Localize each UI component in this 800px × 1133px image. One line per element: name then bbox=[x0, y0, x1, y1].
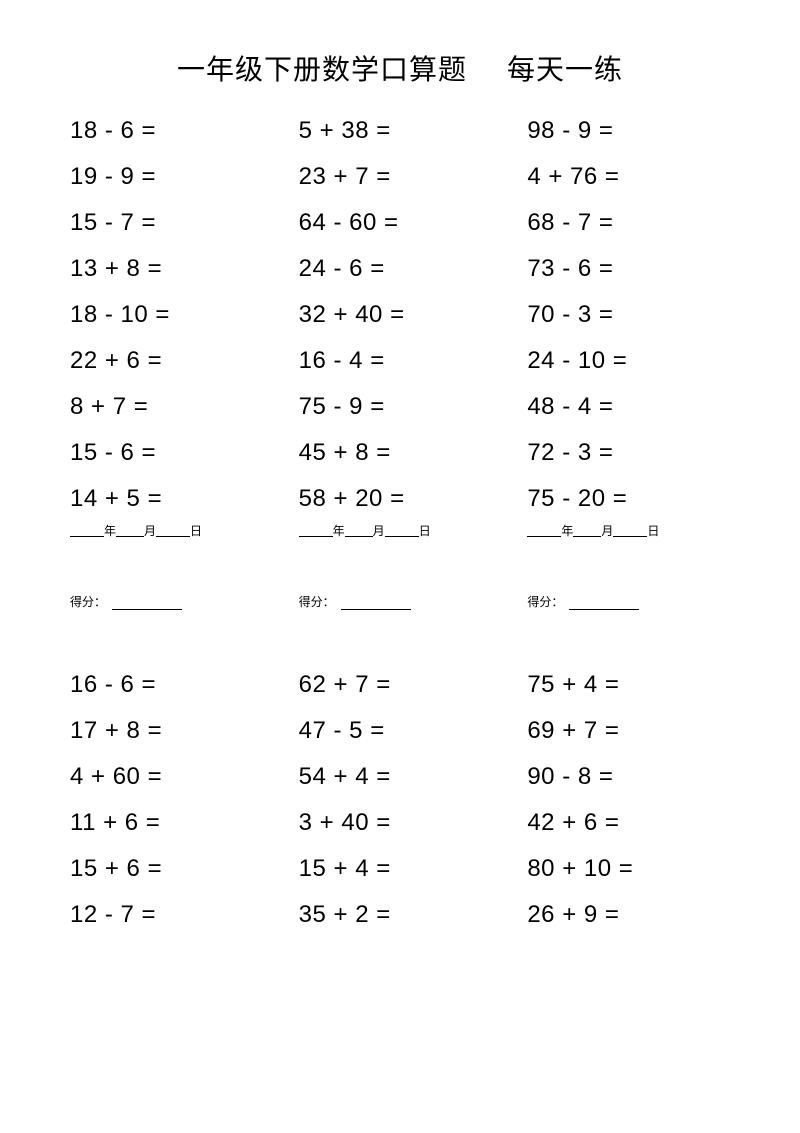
month-label: 月 bbox=[144, 525, 156, 537]
equation: 13 + 8 = bbox=[70, 246, 273, 292]
year-label: 年 bbox=[333, 525, 345, 537]
score-field: 得分： bbox=[70, 593, 273, 610]
equation: 24 - 10 = bbox=[527, 338, 730, 384]
year-blank[interactable] bbox=[299, 525, 333, 537]
equation: 15 - 6 = bbox=[70, 430, 273, 476]
score-row: 得分： 得分： 得分： bbox=[70, 593, 730, 610]
score-blank[interactable] bbox=[341, 598, 411, 610]
equation-block-1: 18 - 6 = 19 - 9 = 15 - 7 = 13 + 8 = 18 -… bbox=[70, 108, 730, 537]
title-row: 一年级下册数学口算题 每天一练 bbox=[70, 48, 730, 88]
month-label: 月 bbox=[373, 525, 385, 537]
year-label: 年 bbox=[104, 525, 116, 537]
year-blank[interactable] bbox=[527, 525, 561, 537]
equation: 14 + 5 = bbox=[70, 476, 273, 522]
date-fill-line: 年月日 bbox=[299, 522, 502, 537]
block1-col1: 18 - 6 = 19 - 9 = 15 - 7 = 13 + 8 = 18 -… bbox=[70, 108, 273, 537]
equation: 64 - 60 = bbox=[299, 200, 502, 246]
date-fill-line: 年月日 bbox=[70, 522, 273, 537]
day-label: 日 bbox=[190, 525, 202, 537]
equation: 45 + 8 = bbox=[299, 430, 502, 476]
day-label: 日 bbox=[419, 525, 431, 537]
block2-col1: 16 - 6 = 17 + 8 = 4 + 60 = 11 + 6 = 15 +… bbox=[70, 662, 273, 938]
equation: 48 - 4 = bbox=[527, 384, 730, 430]
day-label: 日 bbox=[647, 525, 659, 537]
equation: 4 + 76 = bbox=[527, 154, 730, 200]
score-label: 得分： bbox=[527, 593, 563, 610]
title-subtitle: 每天一练 bbox=[507, 48, 623, 88]
equation: 70 - 3 = bbox=[527, 292, 730, 338]
equation: 18 - 6 = bbox=[70, 108, 273, 154]
day-blank[interactable] bbox=[385, 525, 419, 537]
equation: 42 + 6 = bbox=[527, 800, 730, 846]
equation: 22 + 6 = bbox=[70, 338, 273, 384]
equation: 54 + 4 = bbox=[299, 754, 502, 800]
block2-col2: 62 + 7 = 47 - 5 = 54 + 4 = 3 + 40 = 15 +… bbox=[299, 662, 502, 938]
score-label: 得分： bbox=[70, 593, 106, 610]
equation: 3 + 40 = bbox=[299, 800, 502, 846]
year-label: 年 bbox=[561, 525, 573, 537]
equation: 4 + 60 = bbox=[70, 754, 273, 800]
year-blank[interactable] bbox=[70, 525, 104, 537]
equation: 12 - 7 = bbox=[70, 892, 273, 938]
equation: 69 + 7 = bbox=[527, 708, 730, 754]
equation: 8 + 7 = bbox=[70, 384, 273, 430]
title-main: 一年级下册数学口算题 bbox=[177, 48, 467, 88]
equation: 19 - 9 = bbox=[70, 154, 273, 200]
equation: 90 - 8 = bbox=[527, 754, 730, 800]
equation: 16 - 4 = bbox=[299, 338, 502, 384]
month-blank[interactable] bbox=[345, 525, 373, 537]
equation: 72 - 3 = bbox=[527, 430, 730, 476]
score-field: 得分： bbox=[299, 593, 502, 610]
equation: 47 - 5 = bbox=[299, 708, 502, 754]
equation: 15 + 4 = bbox=[299, 846, 502, 892]
equation: 35 + 2 = bbox=[299, 892, 502, 938]
equation: 5 + 38 = bbox=[299, 108, 502, 154]
equation: 11 + 6 = bbox=[70, 800, 273, 846]
month-blank[interactable] bbox=[116, 525, 144, 537]
block2-col3: 75 + 4 = 69 + 7 = 90 - 8 = 42 + 6 = 80 +… bbox=[527, 662, 730, 938]
equation: 75 - 9 = bbox=[299, 384, 502, 430]
block1-col2: 5 + 38 = 23 + 7 = 64 - 60 = 24 - 6 = 32 … bbox=[299, 108, 502, 537]
equation: 15 + 6 = bbox=[70, 846, 273, 892]
score-blank[interactable] bbox=[112, 598, 182, 610]
worksheet-page: 一年级下册数学口算题 每天一练 18 - 6 = 19 - 9 = 15 - 7… bbox=[0, 0, 800, 938]
equation: 62 + 7 = bbox=[299, 662, 502, 708]
equation: 73 - 6 = bbox=[527, 246, 730, 292]
equation: 23 + 7 = bbox=[299, 154, 502, 200]
equation: 16 - 6 = bbox=[70, 662, 273, 708]
equation: 18 - 10 = bbox=[70, 292, 273, 338]
equation: 58 + 20 = bbox=[299, 476, 502, 522]
equation: 98 - 9 = bbox=[527, 108, 730, 154]
equation: 15 - 7 = bbox=[70, 200, 273, 246]
date-fill-line: 年月日 bbox=[527, 522, 730, 537]
equation: 68 - 7 = bbox=[527, 200, 730, 246]
equation: 32 + 40 = bbox=[299, 292, 502, 338]
equation: 26 + 9 = bbox=[527, 892, 730, 938]
equation-block-2: 16 - 6 = 17 + 8 = 4 + 60 = 11 + 6 = 15 +… bbox=[70, 662, 730, 938]
equation: 24 - 6 = bbox=[299, 246, 502, 292]
score-field: 得分： bbox=[527, 593, 730, 610]
equation: 17 + 8 = bbox=[70, 708, 273, 754]
equation: 80 + 10 = bbox=[527, 846, 730, 892]
block1-col3: 98 - 9 = 4 + 76 = 68 - 7 = 73 - 6 = 70 -… bbox=[527, 108, 730, 537]
day-blank[interactable] bbox=[156, 525, 190, 537]
equation: 75 - 20 = bbox=[527, 476, 730, 522]
score-blank[interactable] bbox=[569, 598, 639, 610]
month-blank[interactable] bbox=[573, 525, 601, 537]
equation: 75 + 4 = bbox=[527, 662, 730, 708]
month-label: 月 bbox=[601, 525, 613, 537]
score-label: 得分： bbox=[299, 593, 335, 610]
day-blank[interactable] bbox=[613, 525, 647, 537]
